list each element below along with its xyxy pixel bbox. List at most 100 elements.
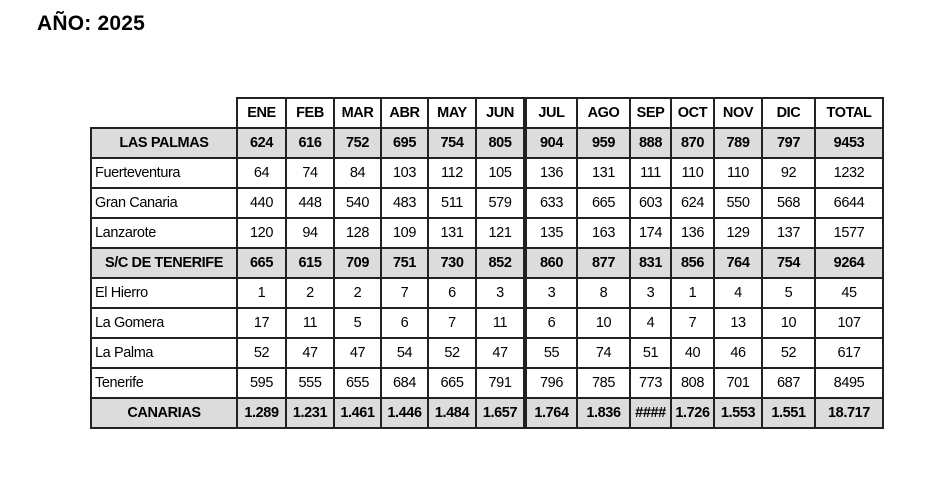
cell-abr: 751: [380, 247, 429, 279]
cell-dic: 10: [761, 307, 816, 339]
corner-cell: [91, 98, 238, 129]
cell-sep: 111: [629, 157, 672, 189]
cell-abr: 103: [380, 157, 429, 189]
cell-mar: 752: [333, 127, 382, 159]
cell-jun: 105: [475, 157, 527, 189]
cell-mar: 1.461: [333, 397, 382, 429]
cell-sep: ####: [629, 397, 672, 429]
cell-total: 1232: [814, 157, 884, 189]
cell-may: 511: [427, 187, 477, 219]
cell-sep: 3: [629, 277, 672, 309]
cell-mar: 47: [333, 337, 382, 369]
cell-jun: 3: [475, 277, 527, 309]
row-label: LAS PALMAS: [90, 127, 238, 159]
cell-total: 45: [814, 277, 884, 309]
column-header-ene: ENE: [236, 97, 287, 129]
column-header-mar: MAR: [333, 97, 382, 129]
cell-oct: 856: [670, 247, 715, 279]
cell-jun: 791: [475, 367, 527, 399]
cell-feb: 11: [285, 307, 335, 339]
cell-nov: 550: [713, 187, 763, 219]
column-header-may: MAY: [427, 97, 477, 129]
cell-jul: 135: [524, 217, 578, 249]
cell-feb: 74: [285, 157, 335, 189]
table-row: Tenerife 595 555 655 684 665 791 796 785 773 808 70…: [90, 367, 884, 399]
cell-jul: 860: [524, 247, 578, 279]
cell-total: 9264: [814, 247, 884, 279]
cell-oct: 40: [670, 337, 715, 369]
cell-feb: 616: [285, 127, 335, 159]
cell-jul: 136: [524, 157, 578, 189]
cell-nov: 1.553: [713, 397, 763, 429]
cell-jun: 121: [475, 217, 527, 249]
column-header-sep: SEP: [629, 97, 672, 129]
header-row: ENE FEB MAR ABR MAY JUN JUL AGO SEP OCT NOV DIC TOTA…: [91, 97, 884, 129]
cell-may: 730: [427, 247, 477, 279]
cell-ago: 665: [576, 187, 631, 219]
cell-dic: 1.551: [761, 397, 816, 429]
column-header-jul: JUL: [524, 97, 578, 129]
cell-feb: 448: [285, 187, 335, 219]
cell-total: 1577: [814, 217, 884, 249]
row-label: Gran Canaria: [90, 187, 238, 219]
cell-may: 131: [427, 217, 477, 249]
table-row: Fuerteventura 64 74 84 103 112 105 136 131 111 110…: [90, 157, 884, 189]
cell-dic: 754: [761, 247, 816, 279]
cell-feb: 555: [285, 367, 335, 399]
cell-ene: 440: [236, 187, 287, 219]
cell-oct: 110: [670, 157, 715, 189]
column-header-total: TOTAL: [814, 97, 884, 129]
cell-abr: 7: [380, 277, 429, 309]
cell-ago: 1.836: [576, 397, 631, 429]
cell-oct: 808: [670, 367, 715, 399]
cell-ene: 120: [236, 217, 287, 249]
cell-jul: 633: [524, 187, 578, 219]
page-title: AÑO: 2025: [37, 12, 146, 35]
cell-nov: 110: [713, 157, 763, 189]
cell-may: 52: [427, 337, 477, 369]
cell-ago: 74: [576, 337, 631, 369]
cell-jun: 579: [475, 187, 527, 219]
cell-ene: 624: [236, 127, 287, 159]
row-label: El Hierro: [90, 277, 238, 309]
table-row: La Palma 52 47 47 54 52 47 55 74 51 40 46 52 617: [90, 337, 884, 369]
cell-ene: 64: [236, 157, 287, 189]
cell-abr: 483: [380, 187, 429, 219]
cell-may: 1.484: [427, 397, 477, 429]
cell-dic: 137: [761, 217, 816, 249]
cell-nov: 789: [713, 127, 763, 159]
cell-jul: 796: [524, 367, 578, 399]
cell-jun: 852: [475, 247, 527, 279]
cell-sep: 773: [629, 367, 672, 399]
cell-sep: 603: [629, 187, 672, 219]
cell-nov: 46: [713, 337, 763, 369]
cell-abr: 54: [380, 337, 429, 369]
cell-feb: 615: [285, 247, 335, 279]
cell-dic: 92: [761, 157, 816, 189]
row-label: La Gomera: [90, 307, 238, 339]
cell-abr: 695: [380, 127, 429, 159]
table-row: S/C DE TENERIFE 665 615 709 751 730 852 860 877 8…: [90, 247, 884, 279]
cell-abr: 684: [380, 367, 429, 399]
cell-nov: 129: [713, 217, 763, 249]
cell-sep: 174: [629, 217, 672, 249]
cell-nov: 764: [713, 247, 763, 279]
cell-ene: 1: [236, 277, 287, 309]
cell-may: 112: [427, 157, 477, 189]
cell-ago: 8: [576, 277, 631, 309]
row-label: La Palma: [90, 337, 238, 369]
cell-ago: 163: [576, 217, 631, 249]
cell-dic: 797: [761, 127, 816, 159]
column-header-dic: DIC: [761, 97, 816, 129]
cell-oct: 624: [670, 187, 715, 219]
cell-sep: 831: [629, 247, 672, 279]
cell-abr: 109: [380, 217, 429, 249]
monthly-data-table: ENE FEB MAR ABR MAY JUN JUL AGO SEP OCT NOV DIC TOTA…: [90, 97, 884, 429]
cell-jul: 3: [524, 277, 578, 309]
cell-ago: 131: [576, 157, 631, 189]
cell-dic: 568: [761, 187, 816, 219]
cell-ene: 595: [236, 367, 287, 399]
table-row: Lanzarote 120 94 128 109 131 121 135 163 174 136 12…: [90, 217, 884, 249]
column-header-ago: AGO: [576, 97, 631, 129]
cell-jul: 904: [524, 127, 578, 159]
